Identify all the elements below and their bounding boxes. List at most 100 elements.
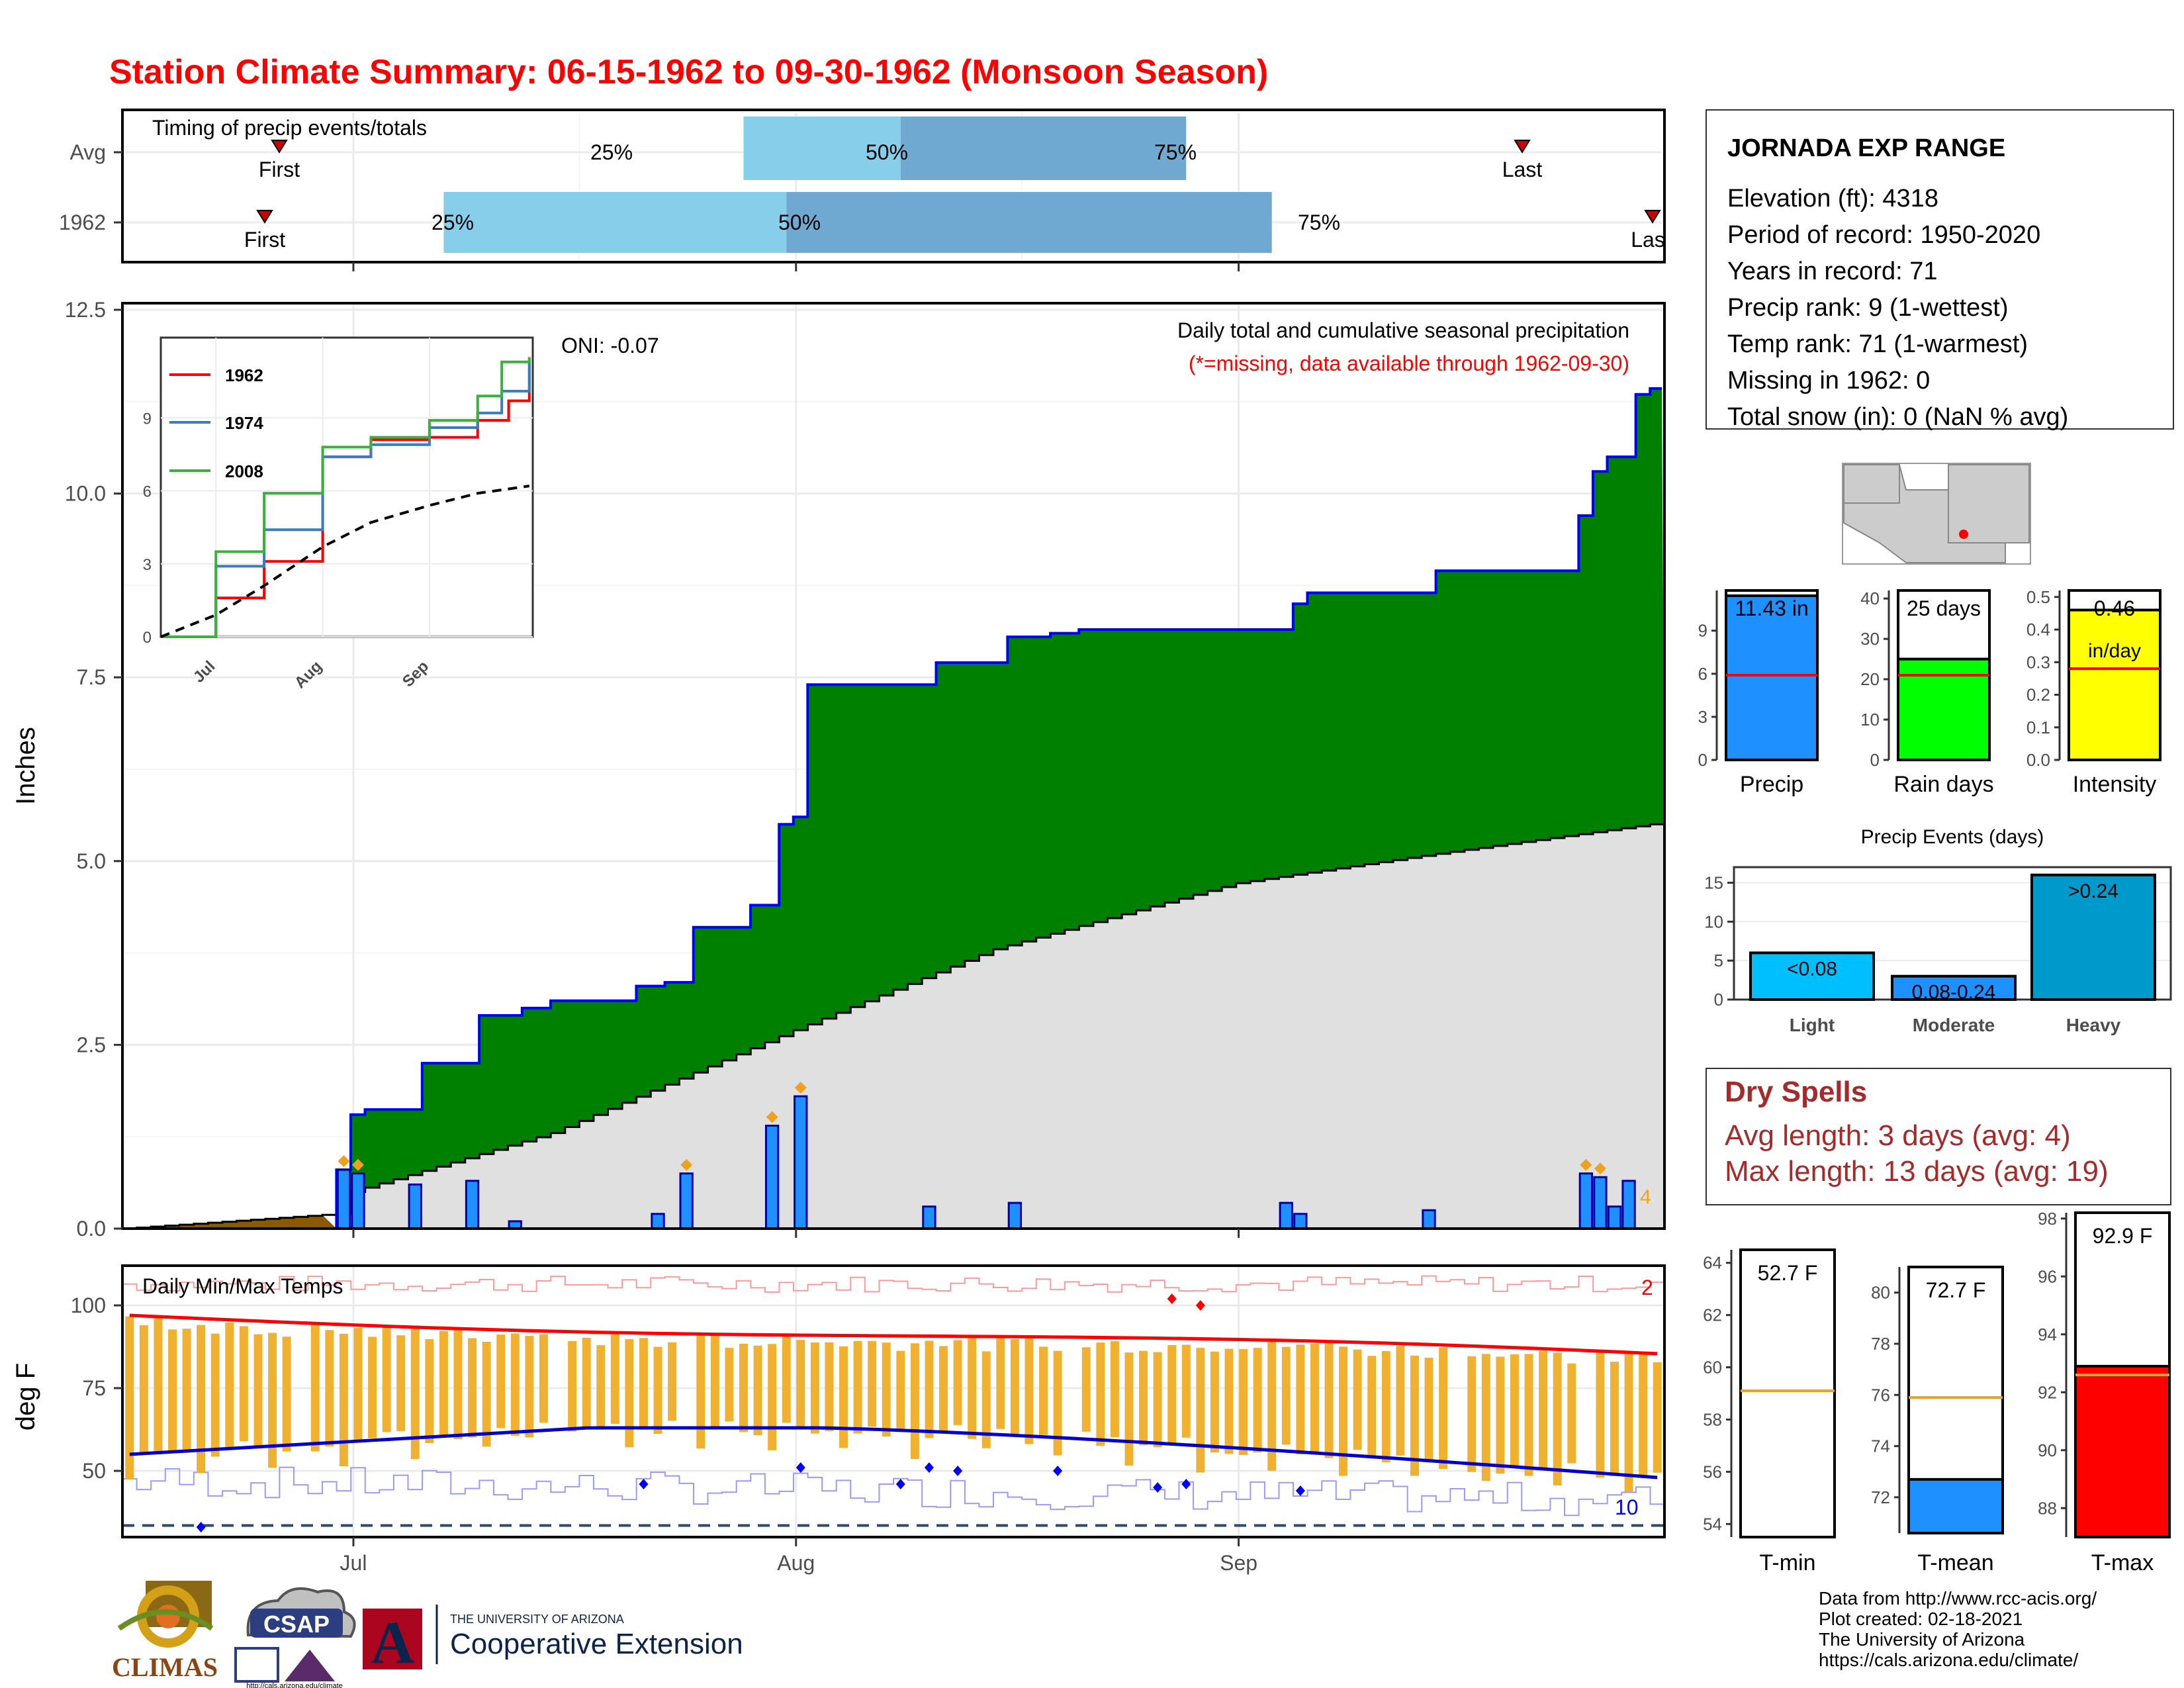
daily-temp-bar bbox=[1467, 1356, 1477, 1472]
daily-precip-bar bbox=[1607, 1205, 1622, 1230]
temp-ytick: 100 bbox=[71, 1293, 106, 1317]
station-info-line: Period of record: 1950-2020 bbox=[1727, 221, 2040, 249]
daily-temp-bar bbox=[339, 1333, 348, 1467]
station-info-line: Elevation (ft): 4318 bbox=[1727, 185, 1938, 212]
daily-temp-bar bbox=[439, 1331, 448, 1435]
daily-temp-bar bbox=[625, 1338, 634, 1448]
station-info-line: Precip rank: 9 (1-wettest) bbox=[1727, 294, 2008, 322]
temp-summary-ytick: 96 bbox=[2038, 1266, 2057, 1286]
inset-average-line bbox=[160, 485, 530, 638]
precip-ytick: 5.0 bbox=[77, 849, 106, 873]
daily-temp-bar bbox=[1096, 1342, 1105, 1446]
daily-temp-bar bbox=[996, 1335, 1005, 1429]
daily-temp-bar bbox=[1196, 1348, 1205, 1473]
event-bar-label: >0.24 bbox=[2068, 880, 2118, 902]
precip-ytick: 7.5 bbox=[77, 665, 106, 689]
dry-spells-avg: Avg length: 3 days (avg: 4) bbox=[1725, 1119, 2071, 1152]
temp-summary-ytick: 94 bbox=[2038, 1325, 2057, 1344]
stat-ytick: 0.1 bbox=[2026, 718, 2050, 737]
stat-ytick: 0.5 bbox=[2026, 587, 2050, 607]
events-ytick: 15 bbox=[1704, 873, 1723, 893]
daily-temp-bar bbox=[268, 1333, 277, 1468]
daily-temp-bar bbox=[1081, 1347, 1091, 1432]
timing-row-1962-label: 1962 bbox=[59, 211, 106, 234]
daily-temp-bar bbox=[1181, 1344, 1191, 1438]
date-xtick: Jul bbox=[340, 1551, 367, 1575]
ua-logo-line1: THE UNIVERSITY OF ARIZONA bbox=[450, 1613, 624, 1626]
daily-temp-bar bbox=[425, 1338, 434, 1443]
station-info-line: Missing in 1962: 0 bbox=[1727, 367, 1930, 395]
stat-label: Rain days bbox=[1893, 772, 1993, 797]
stat-ytick: 0 bbox=[1698, 750, 1707, 770]
legend-1962: 1962 bbox=[225, 365, 263, 385]
temp-summary-ytick: 74 bbox=[1871, 1436, 1890, 1456]
daily-precip-bar bbox=[465, 1180, 480, 1230]
record-precip-marker bbox=[794, 1082, 807, 1094]
daily-temp-bar bbox=[810, 1342, 819, 1434]
daily-temp-bar bbox=[453, 1327, 463, 1439]
daily-temp-bar bbox=[639, 1338, 648, 1430]
daily-temp-bar bbox=[925, 1340, 934, 1438]
temp-ylabel: deg F bbox=[11, 1363, 40, 1430]
stat-value-label: 11.43 in bbox=[1735, 596, 1809, 620]
daily-temp-bar bbox=[1524, 1354, 1533, 1476]
timing-1962-p25: 25% bbox=[432, 211, 474, 234]
dry-spells-max: Max length: 13 days (avg: 19) bbox=[1725, 1155, 2109, 1188]
events-ytick: 0 bbox=[1714, 990, 1723, 1009]
precip-ytick: 2.5 bbox=[77, 1033, 106, 1056]
stat-label: Precip bbox=[1740, 772, 1803, 797]
daily-temp-bar bbox=[1281, 1346, 1291, 1445]
record-precip-marker bbox=[766, 1111, 778, 1123]
timing-avg-first: First bbox=[259, 158, 300, 181]
timing-1962-last: Las bbox=[1631, 228, 1665, 252]
stat-ytick: 10 bbox=[1860, 710, 1880, 729]
daily-temp-bar bbox=[839, 1346, 848, 1448]
mean-min-line bbox=[129, 1426, 1658, 1479]
daily-temp-bar bbox=[1139, 1350, 1148, 1446]
daily-precip-bar bbox=[1007, 1201, 1023, 1230]
temp-ytick: 75 bbox=[82, 1376, 106, 1400]
daily-temp-bar bbox=[1010, 1339, 1019, 1434]
ua-logo-line2: Cooperative Extension bbox=[450, 1628, 743, 1660]
daily-precip-bar bbox=[1293, 1213, 1308, 1230]
daily-temp-bar bbox=[953, 1340, 962, 1425]
precip-events-chart: Precip Events (days) <0.08 Light 0.08-0.24… bbox=[1704, 826, 2172, 1035]
ua-logo-letter: A bbox=[371, 1609, 414, 1676]
precip-missing-note: (*=missing, data available through 1962-… bbox=[1189, 352, 1629, 375]
station-info: JORNADA EXP RANGE Elevation (ft): 4318 Pe… bbox=[1706, 109, 2174, 431]
daily-temp-bar bbox=[410, 1329, 420, 1460]
daily-temp-bar bbox=[239, 1326, 248, 1442]
events-title: Precip Events (days) bbox=[1861, 826, 2044, 848]
temp-ytick: 50 bbox=[82, 1459, 106, 1483]
credits: Data from http://www.rcc-acis.org/Plot c… bbox=[1819, 1588, 2097, 1670]
daily-temp-bar bbox=[582, 1337, 591, 1427]
credit-line: Data from http://www.rcc-acis.org/ bbox=[1819, 1588, 2097, 1609]
events-ytick: 5 bbox=[1714, 951, 1723, 970]
daily-temp-bar bbox=[1296, 1344, 1305, 1455]
daily-temp-bar bbox=[753, 1345, 762, 1436]
daily-temp-bar bbox=[368, 1336, 377, 1438]
daily-temp-bar bbox=[1439, 1347, 1448, 1469]
record-low-marker bbox=[1053, 1466, 1063, 1476]
average-cumulative-area bbox=[336, 824, 1664, 1229]
daily-temp-bar bbox=[1596, 1350, 1605, 1478]
daily-temp-bar bbox=[1639, 1353, 1648, 1478]
stat-ytick: 0 bbox=[1870, 750, 1880, 770]
event-bar-heavy bbox=[2030, 873, 2156, 1001]
daily-temp-bar bbox=[768, 1344, 777, 1450]
daily-temp-bar bbox=[168, 1329, 177, 1452]
record-high-line bbox=[122, 1275, 1664, 1293]
average-cumulative-line bbox=[122, 823, 1664, 1230]
temp-summary-ytick: 58 bbox=[1703, 1409, 1722, 1429]
temp-value-label: 72.7 F bbox=[1926, 1278, 1986, 1302]
daily-temp-bar bbox=[968, 1336, 977, 1439]
daily-temp-bar bbox=[1481, 1354, 1490, 1481]
daily-temp-bar bbox=[1353, 1349, 1362, 1450]
daily-temp-bar bbox=[1610, 1362, 1619, 1476]
timing-bar-q1 bbox=[443, 192, 787, 253]
record-low-marker bbox=[796, 1462, 805, 1473]
temp-value-label: 92.9 F bbox=[2093, 1224, 2153, 1248]
timing-label: Timing of precip events/totals bbox=[152, 116, 427, 140]
record-precip-marker bbox=[338, 1155, 350, 1168]
